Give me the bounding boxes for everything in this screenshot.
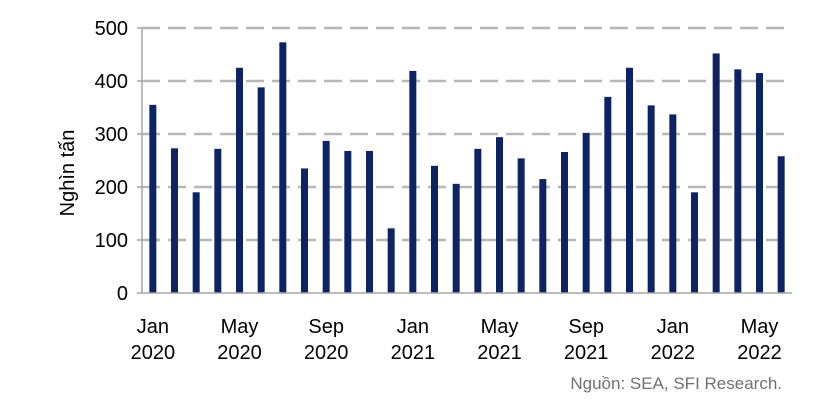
source-note: Nguồn: SEA, SFI Research. [570, 374, 782, 393]
bar [734, 69, 742, 293]
bar [626, 67, 633, 293]
bar [496, 137, 503, 293]
bar [171, 148, 178, 293]
bar [279, 42, 287, 294]
x-tick-label-month: May [481, 316, 519, 338]
bar [582, 132, 590, 293]
x-tick-label-year: 2022 [651, 342, 696, 364]
bar [322, 140, 330, 293]
x-tick-label-month: May [741, 316, 779, 338]
x-tick-label-year: 2021 [564, 342, 609, 364]
y-tick-label: 0 [117, 283, 128, 305]
y-tick-label: 400 [95, 71, 128, 93]
bar [691, 192, 698, 293]
bar [517, 158, 525, 293]
bar [149, 104, 157, 293]
bar [214, 148, 222, 293]
x-tick-label-month: Sep [568, 316, 604, 338]
bar [344, 150, 352, 293]
bar [192, 192, 200, 293]
y-tick-label: 200 [95, 177, 128, 199]
bar [777, 156, 785, 293]
bar [431, 165, 438, 293]
axes [137, 27, 792, 294]
x-tick-labels: Jan 2020 May 2020 Sep 2020 Jan 2021 May 2021 Sep 20… [131, 316, 782, 364]
x-tick-label-year: 2022 [737, 342, 782, 364]
bar [409, 70, 417, 294]
bar [604, 96, 612, 294]
y-tick-label: 300 [95, 124, 128, 146]
bar [366, 150, 373, 293]
bar [452, 183, 460, 293]
x-tick-label-year: 2020 [217, 342, 262, 364]
bar [257, 87, 265, 293]
x-tick-label-year: 2021 [477, 342, 522, 364]
y-axis-label: Nghìn tấn [57, 130, 79, 217]
bar [387, 228, 395, 293]
y-tick-label: 500 [95, 18, 128, 40]
bars [149, 42, 785, 294]
x-tick-label-year: 2021 [391, 342, 436, 364]
x-tick-label-month: May [221, 316, 259, 338]
bar [561, 152, 568, 293]
x-tick-label-year: 2020 [304, 342, 349, 364]
y-tick-label: 100 [95, 230, 128, 252]
bar [474, 148, 482, 293]
x-tick-label-month: Jan [657, 316, 689, 338]
bar [669, 114, 677, 293]
x-tick-label-month: Jan [397, 316, 429, 338]
bar [236, 67, 243, 293]
x-tick-label-month: Jan [137, 316, 169, 338]
bar [712, 53, 720, 293]
bar [647, 105, 655, 293]
x-tick-label-year: 2020 [131, 342, 176, 364]
y-tick-labels: 0 100 200 300 400 500 [95, 18, 128, 305]
gridlines [142, 26, 792, 242]
bar [756, 73, 763, 293]
x-tick-label-month: Sep [308, 316, 344, 338]
bar [539, 179, 547, 293]
bar [301, 168, 308, 293]
